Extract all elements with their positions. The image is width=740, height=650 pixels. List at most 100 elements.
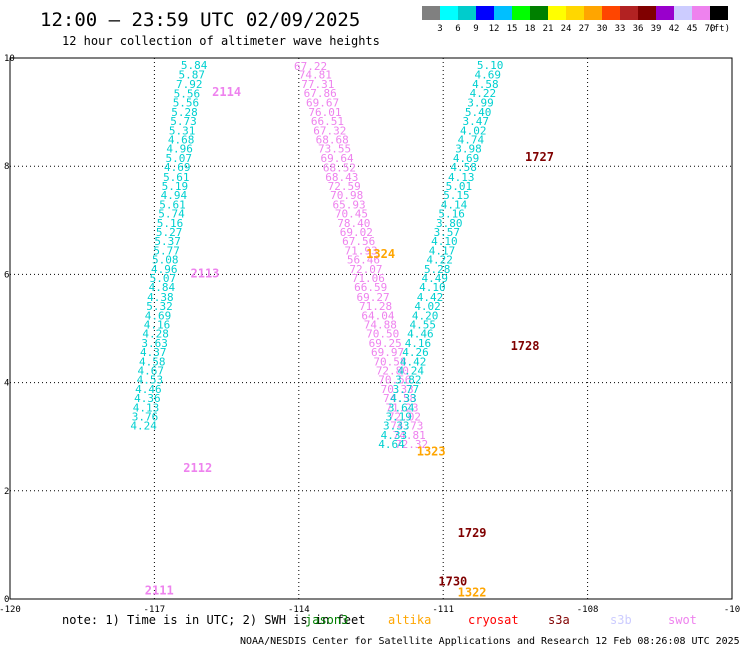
swh-value-label: 5.16: [438, 208, 465, 221]
swh-value-label: 4.69: [164, 161, 191, 174]
pass-label: 1729: [458, 526, 487, 540]
swh-value-label: 5.10: [477, 59, 504, 72]
satellite-legend: jason3 altika cryosat s3a s3b swot: [305, 613, 697, 627]
swh-value-label: 7.92: [176, 78, 203, 91]
swh-value-label: 68.68: [316, 133, 349, 146]
swh-value-label: 4.24: [397, 364, 424, 377]
swh-value-label: 4.13: [448, 171, 475, 184]
swh-value-label: 68.43: [325, 171, 358, 184]
swh-value-label: 65.93: [332, 198, 365, 211]
color-scale-label: 33: [615, 24, 626, 34]
swh-value-label: 3.63: [141, 337, 168, 350]
swh-value-label: 4.96: [151, 263, 178, 276]
swh-value-label: 3.77: [393, 383, 420, 396]
satellite-legend-item: altika: [388, 613, 431, 627]
swh-value-label: 73.55: [318, 143, 351, 156]
color-swatch: [710, 6, 728, 20]
swh-value-label: 70.58: [373, 355, 406, 368]
swh-value-label: 68.52: [323, 162, 356, 175]
swh-value-label: 5.56: [174, 87, 201, 100]
credit-text: NOAA/NESDIS Center for Satellite Applica…: [240, 636, 740, 647]
pass-label: 1727: [525, 150, 554, 164]
swh-value-label: 72.07: [349, 263, 382, 276]
swh-value-label: 69.25: [369, 337, 402, 350]
swh-value-label: 4.14: [441, 198, 468, 211]
color-scale-label: 42: [669, 24, 680, 34]
y-tick-label: 2: [4, 487, 9, 497]
swh-value-label: 5.28: [171, 106, 198, 119]
pass-label: 1322: [458, 585, 487, 599]
swh-value-label: 5.73: [170, 115, 197, 128]
chart-subtitle: 12 hour collection of altimeter wave hei…: [62, 34, 380, 48]
swh-value-label: 72.80: [376, 364, 409, 377]
color-swatch: [512, 6, 530, 20]
swh-value-label: 3.82: [395, 374, 422, 387]
color-swatch: [602, 6, 620, 20]
swh-value-label: 4.69: [474, 69, 501, 82]
swh-value-label: 4.69: [145, 309, 172, 322]
plot-frame: [9, 57, 733, 600]
y-tick-label: 8: [4, 162, 9, 172]
swh-value-label: 5.07: [150, 272, 177, 285]
swh-value-label: 4.74: [458, 133, 485, 146]
color-swatch: [620, 6, 638, 20]
swh-value-label: 5.01: [446, 180, 473, 193]
pass-label: 1323: [417, 445, 446, 459]
pass-label: 1728: [511, 339, 540, 353]
swh-value-label: 64.04: [361, 309, 394, 322]
pass-label: 2112: [183, 461, 212, 475]
pass-label: 2113: [191, 267, 220, 281]
swh-value-label: 4.69: [453, 152, 480, 165]
swh-value-label: 70.56: [378, 374, 411, 387]
color-swatch: [422, 6, 440, 20]
swh-value-label: 5.84: [181, 59, 208, 72]
satellite-legend-item: s3b: [610, 613, 632, 627]
color-swatch: [692, 6, 710, 20]
swh-value-label: 5.27: [156, 226, 183, 239]
color-scale-label: 24: [561, 24, 572, 34]
y-tick-label: 4: [4, 379, 9, 389]
swh-value-label: 5.28: [424, 263, 451, 276]
swh-value-label: 69.27: [357, 291, 390, 304]
y-tick-label: 6: [4, 270, 9, 280]
color-scale-label: 21: [543, 24, 554, 34]
note-text: note: 1) Time is in UTC; 2) SWH is in fe…: [62, 613, 365, 627]
swh-value-label: 4.24: [130, 420, 157, 433]
swh-value-label: 4.58: [472, 78, 499, 91]
swh-value-label: 5.31: [169, 124, 196, 137]
swh-value-label: 66.59: [354, 281, 387, 294]
swh-value-label: 4.17: [429, 244, 456, 257]
color-scale-label: 9: [473, 24, 478, 34]
swh-value-label: 4.49: [422, 272, 449, 285]
color-scale-label: 27: [579, 24, 590, 34]
chart-title: 12:00 – 23:59 UTC 02/09/2025: [40, 9, 360, 31]
color-swatch: [494, 6, 512, 20]
swh-value-label: 4.37: [140, 346, 167, 359]
swh-value-label: 67.32: [313, 124, 346, 137]
swh-value-label: 4.64: [378, 438, 405, 451]
color-scale-label: 36: [633, 24, 644, 34]
color-scale-label: 45: [687, 24, 698, 34]
swh-value-label: 3.98: [455, 143, 482, 156]
swh-value-label: 69.02: [340, 226, 373, 239]
swh-value-label: 5.16: [157, 217, 184, 230]
x-tick-label: -108: [577, 605, 599, 615]
swh-value-label: 56.46: [347, 254, 380, 267]
color-scale-label: 15: [507, 24, 518, 34]
swh-value-label: 74.81: [299, 69, 332, 82]
swh-value-label: 5.74: [158, 208, 185, 221]
swh-value-label: 4.46: [407, 328, 434, 341]
swh-value-label: 4.42: [400, 355, 427, 368]
swh-value-label: 70.50: [366, 328, 399, 341]
color-swatch: [458, 6, 476, 20]
swh-value-label: 74.81: [393, 429, 426, 442]
color-swatch: [476, 6, 494, 20]
swh-value-label: 4.84: [149, 281, 176, 294]
pass-label: 1324: [366, 247, 395, 261]
swh-value-label: 4.33: [390, 392, 417, 405]
satellite-legend-item: jason3: [305, 613, 348, 627]
swh-value-label: 69.64: [320, 152, 353, 165]
pass-label: 1730: [438, 574, 467, 588]
swh-value-label: 3.47: [462, 115, 489, 128]
